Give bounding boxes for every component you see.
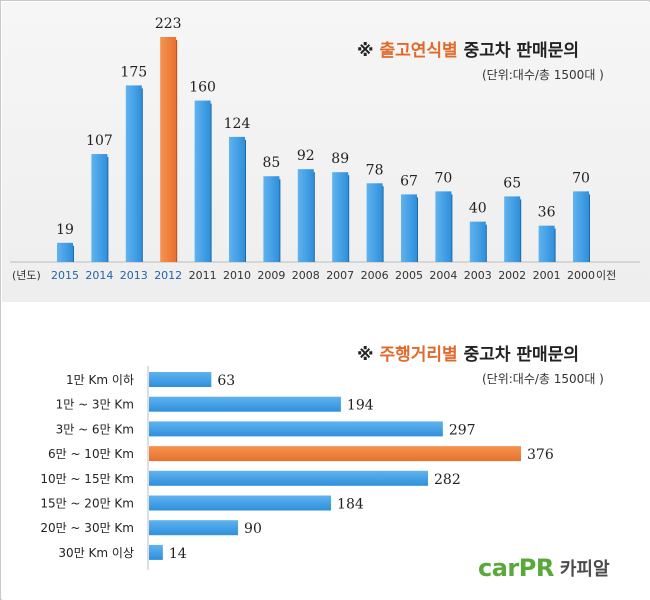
bar [194, 100, 211, 262]
reference-mark: ※ [357, 345, 374, 365]
data-label: 36 [538, 205, 556, 221]
tick-label: 2014 [85, 269, 113, 282]
bar [149, 396, 341, 412]
data-label: 160 [189, 80, 216, 96]
data-label: 78 [366, 162, 384, 178]
data-label: 107 [86, 133, 113, 149]
bar [538, 225, 555, 262]
data-label: 184 [337, 497, 364, 513]
bar [469, 221, 486, 262]
bar [332, 172, 349, 262]
year-bar-chart: (년도) 19 2015 107 2014 175 2013 223 2012 160 2011 12… [10, 16, 640, 282]
data-label: 70 [434, 170, 452, 186]
tick-label: 2001 [533, 269, 561, 282]
bar [149, 421, 443, 437]
bar [149, 495, 332, 511]
mileage-bar-chart: 63 1만 Km 이하 194 1만 ~ 3만 Km 297 3만 ~ 6만 Km 376 6… [40, 366, 554, 570]
bar [573, 191, 589, 262]
bar [504, 196, 521, 262]
bar [57, 242, 73, 262]
data-label: 67 [400, 173, 418, 189]
logo-wordmark: carPR [478, 554, 554, 582]
logo-korean-name: 카피알 [559, 559, 610, 580]
category-label: 10만 ~ 15만 Km [40, 472, 134, 486]
data-label: 297 [449, 422, 476, 438]
tick-label: 2015 [51, 269, 79, 282]
bar [149, 544, 163, 560]
mileage-chart-unit-note: (단위:대수/총 1500대 ) [482, 372, 604, 386]
category-label: 20만 ~ 30만 Km [40, 521, 134, 535]
bar [91, 154, 108, 262]
data-label: 92 [297, 148, 315, 164]
bar [263, 176, 280, 262]
bar [229, 136, 245, 262]
bar [149, 470, 428, 486]
bar [149, 372, 212, 387]
data-label: 70 [572, 170, 590, 186]
tick-label: 2004 [429, 269, 457, 282]
carpr-logo: carPR 카피알 [478, 550, 610, 586]
bar [401, 194, 417, 262]
reference-mark: ※ [357, 41, 374, 61]
data-label: 194 [347, 398, 374, 414]
category-label: 1만 Km 이하 [66, 373, 134, 387]
data-label: 85 [262, 155, 280, 171]
tick-label: 2002 [498, 269, 526, 282]
data-label: 65 [503, 175, 521, 191]
mileage-chart-title-accent: 주행거리별 [379, 345, 458, 365]
tick-label: 2009 [257, 269, 285, 282]
x-axis-label: (년도) [12, 269, 41, 282]
tick-label: 2011 [189, 269, 217, 282]
data-label: 90 [244, 521, 262, 537]
data-label: 175 [120, 64, 147, 80]
bar [435, 191, 452, 262]
category-label: 1만 ~ 3만 Km [56, 398, 134, 412]
bar [149, 520, 239, 536]
tick-label: 2012 [154, 269, 182, 282]
bar [297, 169, 314, 262]
year-chart-unit-note: (단위:대수/총 1500대 ) [482, 68, 604, 82]
data-label: 63 [217, 373, 235, 389]
tick-label: 2005 [395, 269, 423, 282]
mileage-chart-title-rest: 중고차 판매문의 [463, 345, 579, 365]
tick-label-suffix: 이전 [596, 269, 616, 282]
bar [366, 183, 383, 262]
bar [125, 85, 142, 262]
tick-label: 2003 [464, 269, 492, 282]
data-label: 19 [56, 222, 74, 238]
tick-label: 2008 [292, 269, 320, 282]
tick-label: 2010 [223, 269, 251, 282]
bar [160, 37, 177, 262]
data-label: 124 [224, 116, 251, 132]
data-label: 14 [169, 546, 187, 562]
tick-label: 2000 [567, 269, 595, 282]
year-chart-title-rest: 중고차 판매문의 [463, 41, 579, 61]
category-label: 3만 ~ 6만 Km [56, 422, 134, 436]
tick-label: 2013 [120, 269, 148, 282]
year-chart-title-accent: 출고연식별 [379, 41, 458, 61]
data-label: 223 [155, 16, 182, 32]
year-chart-title: ※ 출고연식별 중고차 판매문의 [357, 36, 579, 61]
mileage-chart-title: ※ 주행거리별 중고차 판매문의 [357, 340, 579, 365]
data-label: 282 [434, 472, 461, 488]
data-label: 376 [527, 447, 554, 463]
tick-label: 2007 [326, 269, 354, 282]
category-label: 6만 ~ 10만 Km [48, 447, 134, 461]
data-label: 40 [469, 201, 487, 217]
tick-label: 2006 [361, 269, 389, 282]
bar [149, 446, 521, 462]
category-label: 15만 ~ 20만 Km [40, 497, 134, 511]
category-label: 30만 Km 이상 [58, 546, 134, 560]
data-label: 89 [331, 151, 349, 167]
